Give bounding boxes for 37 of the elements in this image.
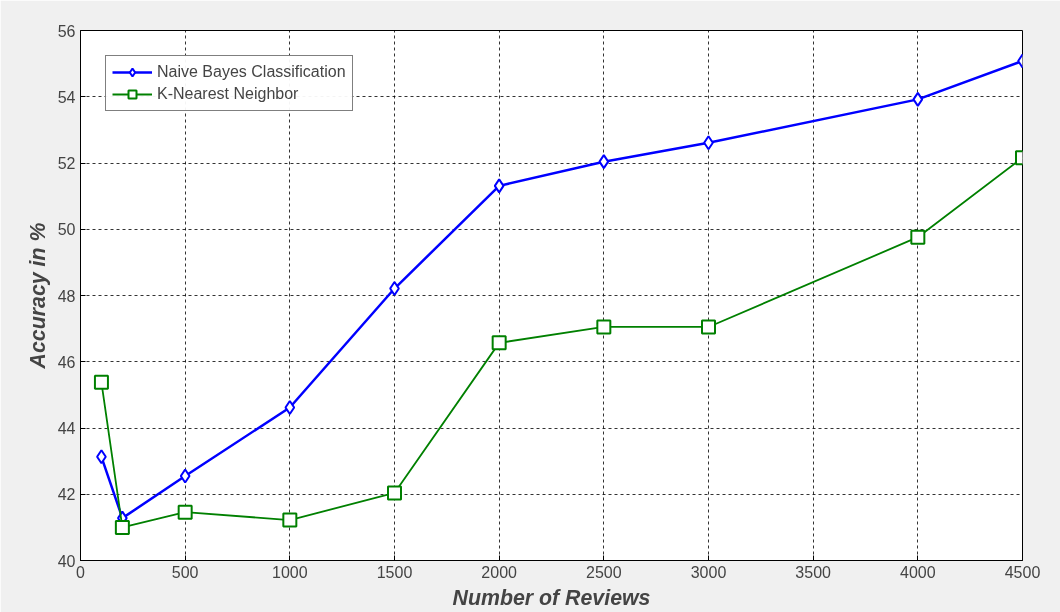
x-axis-title: Number of Reviews xyxy=(452,585,651,610)
x-tick-label: 1500 xyxy=(376,563,413,581)
x-tick-label: 0 xyxy=(76,563,86,581)
point xyxy=(114,519,130,535)
y-tick-label: 40 xyxy=(57,552,76,570)
y-tick-label: 48 xyxy=(57,287,76,305)
y-tick-label: 46 xyxy=(57,353,76,371)
legend-label: Naive Bayes Classification xyxy=(157,63,346,81)
point xyxy=(284,399,296,415)
point xyxy=(493,178,505,194)
point xyxy=(912,91,924,107)
y-tick-label: 50 xyxy=(57,221,76,239)
point xyxy=(179,468,191,484)
point xyxy=(387,485,402,501)
y-tick-label: 54 xyxy=(57,88,76,106)
y-tick-label: 56 xyxy=(57,22,76,40)
x-tick-label: 2500 xyxy=(586,563,622,581)
point xyxy=(598,154,610,170)
y-tick-label: 44 xyxy=(57,420,76,437)
x-tick-label: 4000 xyxy=(900,563,936,581)
point xyxy=(596,319,612,335)
y-tick-label: 42 xyxy=(57,486,76,504)
x-tick-label: 3000 xyxy=(690,563,727,581)
x-tick-label: 3500 xyxy=(795,563,832,581)
point xyxy=(93,374,109,390)
x-tick-label: 500 xyxy=(171,563,199,581)
x-tick-label: 2000 xyxy=(481,563,518,581)
point xyxy=(177,504,193,520)
point xyxy=(910,229,926,245)
x-tick-label: 4500 xyxy=(1004,563,1041,581)
y-tick-label: 52 xyxy=(57,155,76,172)
y-axis-title: Accuracy in % xyxy=(25,222,50,370)
point xyxy=(491,335,507,351)
point xyxy=(282,512,298,528)
x-tick-label: 1000 xyxy=(272,563,308,581)
legend-label: K-Nearest Neighbor xyxy=(157,85,299,103)
point xyxy=(701,319,716,335)
